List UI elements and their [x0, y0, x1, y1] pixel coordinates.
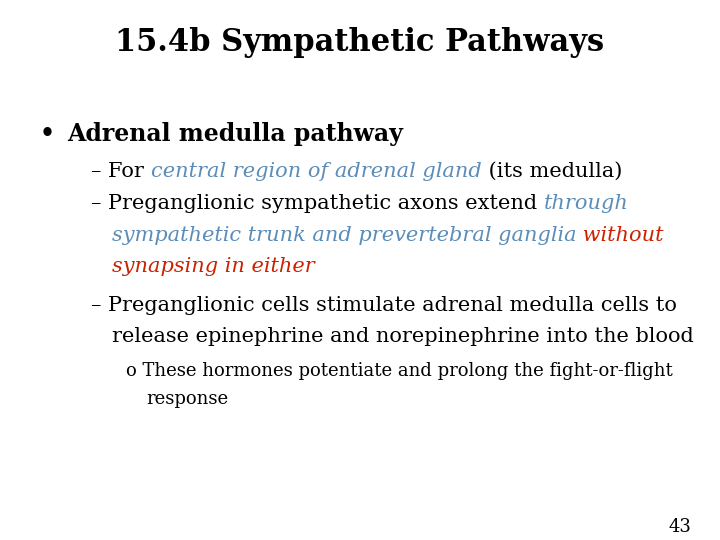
- Text: o These hormones potentiate and prolong the fight-or-flight: o These hormones potentiate and prolong …: [126, 362, 672, 380]
- Text: – Preganglionic cells stimulate adrenal medulla cells to: – Preganglionic cells stimulate adrenal …: [91, 296, 678, 315]
- Text: release epinephrine and norepinephrine into the blood: release epinephrine and norepinephrine i…: [112, 327, 693, 346]
- Text: through: through: [544, 194, 629, 213]
- Text: 43: 43: [668, 518, 691, 536]
- Text: sympathetic trunk and prevertebral ganglia: sympathetic trunk and prevertebral gangl…: [112, 226, 576, 245]
- Text: synapsing in either: synapsing in either: [112, 257, 315, 276]
- Text: Adrenal medulla pathway: Adrenal medulla pathway: [67, 122, 402, 145]
- Text: without: without: [576, 226, 664, 245]
- Text: – For: – For: [91, 162, 151, 181]
- Text: •: •: [40, 122, 55, 145]
- Text: response: response: [146, 390, 228, 408]
- Text: (its medulla): (its medulla): [482, 162, 622, 181]
- Text: central region of adrenal gland: central region of adrenal gland: [151, 162, 482, 181]
- Text: 15.4b Sympathetic Pathways: 15.4b Sympathetic Pathways: [115, 27, 605, 58]
- Text: – Preganglionic sympathetic axons extend: – Preganglionic sympathetic axons extend: [91, 194, 544, 213]
